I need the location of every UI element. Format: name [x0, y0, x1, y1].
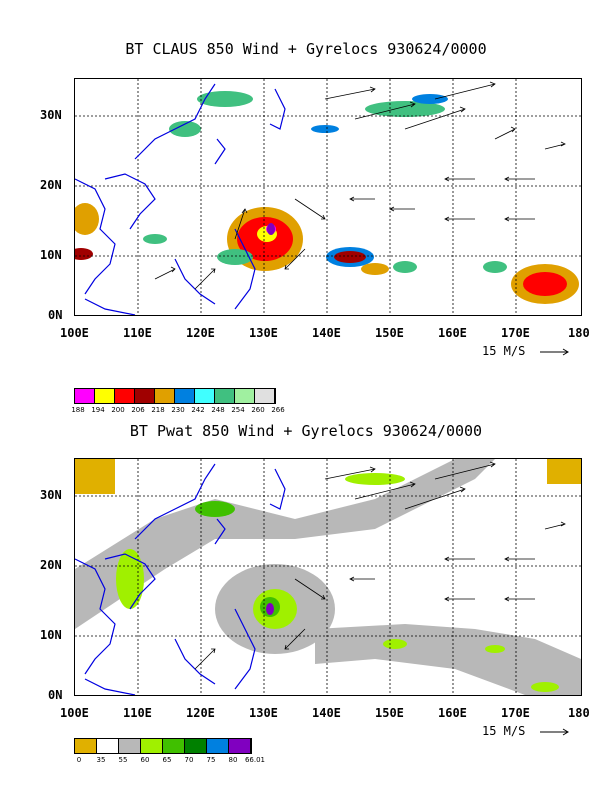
colorbar-label: 248 — [211, 406, 225, 414]
colorbar-label: 0 — [76, 756, 82, 764]
panel2-lon-170e: 170E — [501, 706, 530, 720]
panel2-lat-10n: 10N — [40, 628, 62, 642]
colorbar-label: 70 — [184, 756, 194, 764]
grid — [75, 459, 581, 695]
panel2-lon-180: 180 — [568, 706, 590, 720]
colorbar-swatch — [163, 739, 185, 753]
panel1-lon-160e: 160E — [438, 326, 467, 340]
colorbar-swatch — [75, 389, 95, 403]
colorbar-label: 206 — [131, 406, 145, 414]
colorbar-swatch — [185, 739, 207, 753]
colorbar-swatch — [215, 389, 235, 403]
grid — [75, 79, 581, 315]
panel1-lat-30n: 30N — [40, 108, 62, 122]
gyre-location-marker — [267, 223, 275, 235]
cloud-shading — [75, 91, 579, 304]
colorbar-label: 60 — [140, 756, 150, 764]
colorbar-swatch — [175, 389, 195, 403]
panel1-map-canvas — [75, 79, 581, 315]
panel1-lon-170e: 170E — [501, 326, 530, 340]
colorbar-swatch — [235, 389, 255, 403]
panel1-colorbar-labels: 188 194 200 206 218 230 242 248 254 260 … — [68, 406, 288, 414]
colorbar-swatch — [229, 739, 251, 753]
panel2-lon-130e: 130E — [249, 706, 278, 720]
panel1-lat-20n: 20N — [40, 178, 62, 192]
coastlines — [75, 463, 286, 695]
panel1-lat-10n: 10N — [40, 248, 62, 262]
colorbar-swatch — [155, 389, 175, 403]
panel2-lat-0n: 0N — [48, 688, 63, 702]
colorbar-swatch — [75, 739, 97, 753]
panel2-map — [74, 458, 582, 696]
panel1-colorbar — [74, 388, 276, 404]
panel2-lat-20n: 20N — [40, 558, 62, 572]
colorbar-label: 242 — [191, 406, 205, 414]
wind-vectors — [154, 81, 566, 290]
colorbar-label: 66.01 — [244, 756, 266, 764]
colorbar-label: 188 — [71, 406, 85, 414]
panel2-colorbar-labels: 0 35 55 60 65 70 75 80 66.01 — [68, 756, 266, 764]
panel1-lon-120e: 120E — [186, 326, 215, 340]
colorbar-swatch — [195, 389, 215, 403]
panel1-lon-100e: 100E — [60, 326, 89, 340]
panel2-lon-120e: 120E — [186, 706, 215, 720]
coastlines — [75, 83, 286, 315]
colorbar-swatch — [255, 389, 275, 403]
panel2-lat-30n: 30N — [40, 488, 62, 502]
panel2-title: BT Pwat 850 Wind + Gyrelocs 930624/0000 — [129, 422, 483, 440]
colorbar-label: 230 — [171, 406, 185, 414]
colorbar-label: 218 — [151, 406, 165, 414]
colorbar-label: 65 — [162, 756, 172, 764]
colorbar-label: 266 — [271, 406, 285, 414]
panel1-lon-140e: 140E — [312, 326, 341, 340]
panel1-lon-130e: 130E — [249, 326, 278, 340]
panel2-scale-arrow-icon — [540, 728, 569, 736]
colorbar-swatch — [97, 739, 119, 753]
colorbar-swatch — [141, 739, 163, 753]
colorbar-label: 260 — [251, 406, 265, 414]
colorbar-label: 55 — [118, 756, 128, 764]
panel2-lon-150e: 150E — [375, 706, 404, 720]
wind-vectors — [194, 461, 566, 670]
colorbar-label: 80 — [228, 756, 238, 764]
panel2-colorbar — [74, 738, 252, 754]
panel2-lon-100e: 100E — [60, 706, 89, 720]
panel2-lon-140e: 140E — [312, 706, 341, 720]
panel2-lon-160e: 160E — [438, 706, 467, 720]
panel1-lon-150e: 150E — [375, 326, 404, 340]
panel1-lon-180: 180 — [568, 326, 590, 340]
panel2-lon-110e: 110E — [123, 706, 152, 720]
pwat-shading — [75, 459, 581, 695]
colorbar-label: 254 — [231, 406, 245, 414]
colorbar-swatch — [115, 389, 135, 403]
colorbar-swatch — [135, 389, 155, 403]
colorbar-label: 35 — [96, 756, 106, 764]
colorbar-swatch — [95, 389, 115, 403]
panel2-scale-label: 15 M/S — [482, 724, 526, 738]
panel1-lon-110e: 110E — [123, 326, 152, 340]
colorbar-label: 75 — [206, 756, 216, 764]
panel1-scale-arrow-icon — [540, 348, 569, 356]
colorbar-label: 200 — [111, 406, 125, 414]
panel1-map — [74, 78, 582, 316]
colorbar-swatch — [207, 739, 229, 753]
panel1-title: BT CLAUS 850 Wind + Gyrelocs 930624/0000 — [125, 40, 487, 58]
panel1-lat-0n: 0N — [48, 308, 63, 322]
colorbar-swatch — [119, 739, 141, 753]
panel1-scale-label: 15 M/S — [482, 344, 526, 358]
colorbar-label: 194 — [91, 406, 105, 414]
panel2-map-canvas — [75, 459, 581, 695]
